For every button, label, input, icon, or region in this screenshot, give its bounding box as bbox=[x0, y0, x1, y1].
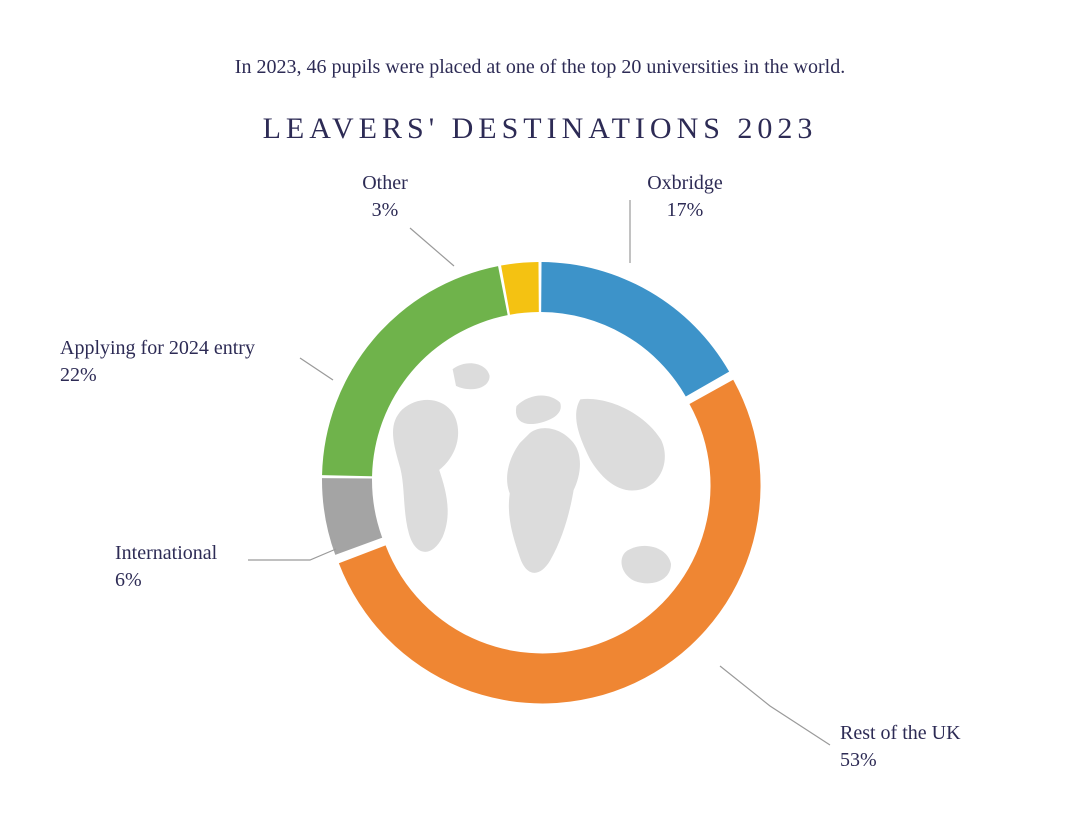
slice-label-oxbridge: Oxbridge17% bbox=[647, 170, 723, 224]
slice-label-name: International bbox=[115, 540, 217, 567]
leader-applying-2024 bbox=[300, 358, 333, 380]
slice-international bbox=[322, 478, 382, 555]
slice-label-applying-2024: Applying for 2024 entry22% bbox=[60, 335, 255, 389]
slice-other bbox=[501, 262, 539, 315]
donut-chart-svg bbox=[0, 0, 1080, 828]
slice-label-value: 17% bbox=[647, 197, 723, 224]
globe-icon bbox=[393, 363, 671, 583]
slice-label-value: 22% bbox=[60, 362, 255, 389]
leader-rest-uk bbox=[720, 666, 830, 745]
donut-chart: Oxbridge17% Rest of the UK53% Internationa… bbox=[0, 0, 1080, 828]
slice-label-international: International6% bbox=[115, 540, 217, 594]
leader-international bbox=[248, 549, 336, 560]
slice-label-value: 3% bbox=[362, 197, 408, 224]
slice-label-name: Rest of the UK bbox=[840, 720, 961, 747]
slice-label-value: 6% bbox=[115, 567, 217, 594]
slice-label-value: 53% bbox=[840, 747, 961, 774]
slice-label-name: Applying for 2024 entry bbox=[60, 335, 255, 362]
leader-other bbox=[410, 228, 454, 266]
slice-label-name: Oxbridge bbox=[647, 170, 723, 197]
slice-label-name: Other bbox=[362, 170, 408, 197]
slice-oxbridge bbox=[541, 262, 729, 396]
slice-label-other: Other3% bbox=[362, 170, 408, 224]
slice-label-rest-uk: Rest of the UK53% bbox=[840, 720, 961, 774]
page: In 2023, 46 pupils were placed at one of… bbox=[0, 0, 1080, 828]
